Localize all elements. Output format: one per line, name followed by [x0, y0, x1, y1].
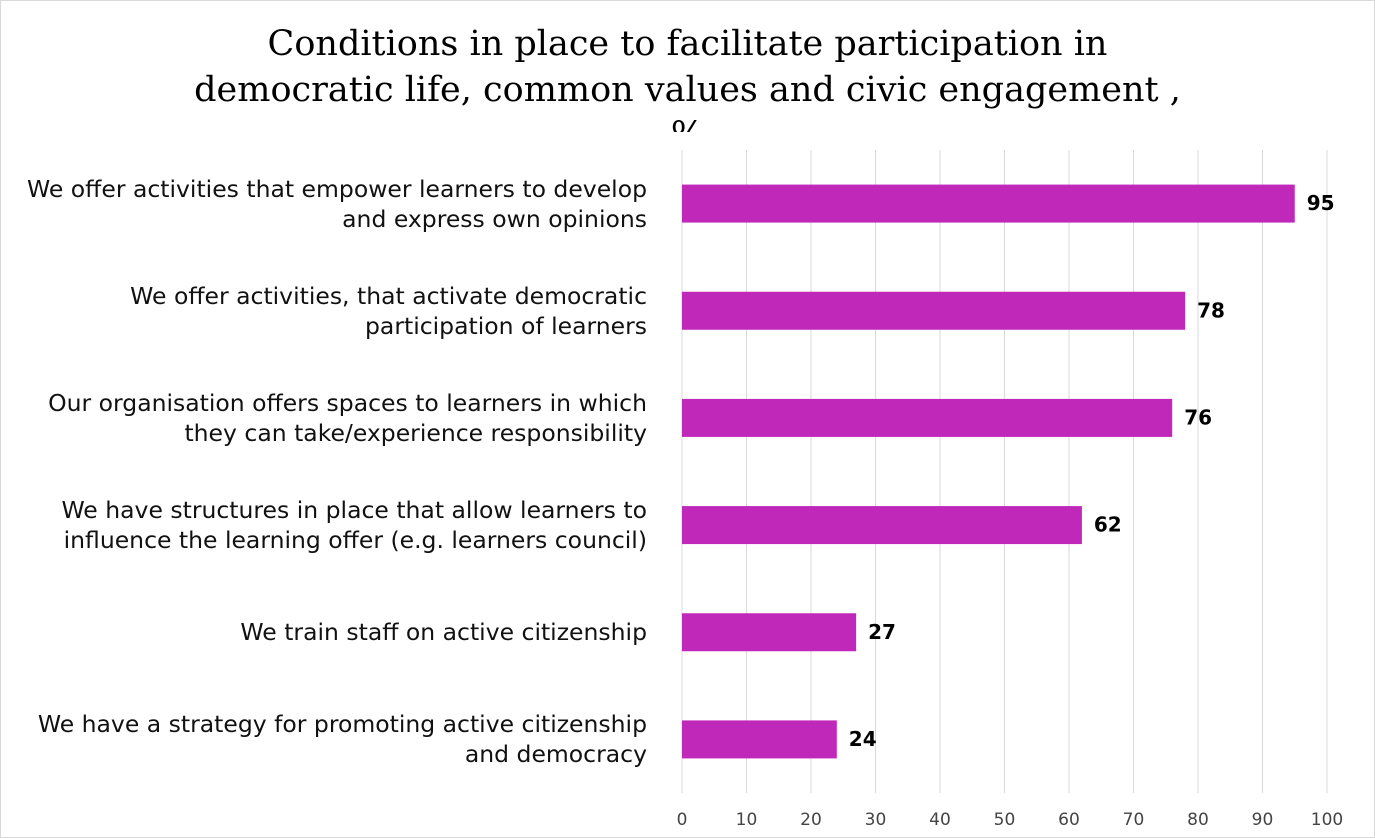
- value-label: 76: [1184, 405, 1212, 429]
- bar: [682, 506, 1082, 545]
- bar: [682, 291, 1186, 330]
- value-label: 24: [849, 727, 877, 751]
- x-tick-label: 20: [800, 810, 822, 830]
- chart-title: Conditions in place to facilitate partic…: [194, 24, 1181, 132]
- category-label: We offer activities that empower learner…: [27, 174, 647, 233]
- x-tick-label: 70: [1123, 810, 1145, 830]
- title-box: Conditions in place to facilitate partic…: [194, 24, 1181, 132]
- value-label: 62: [1094, 513, 1122, 537]
- x-tick-label: 50: [994, 810, 1016, 830]
- bar: [682, 184, 1295, 223]
- x-tick-label: 90: [1252, 810, 1274, 830]
- category-box: We offer activities, that activate democ…: [130, 281, 647, 340]
- category-label: Our organisation offers spaces to learne…: [48, 388, 647, 447]
- bar: [682, 398, 1173, 437]
- value-label: 95: [1307, 191, 1335, 215]
- bar: [682, 720, 837, 759]
- x-tick-label: 60: [1058, 810, 1080, 830]
- x-tick-label: 10: [736, 810, 758, 830]
- x-tick-label: 100: [1311, 810, 1343, 830]
- category-box: Our organisation offers spaces to learne…: [48, 388, 647, 447]
- x-tick-label: 30: [865, 810, 887, 830]
- category-box: We have structures in place that allow l…: [61, 496, 647, 555]
- category-label: We have structures in place that allow l…: [61, 496, 647, 555]
- category-box: We train staff on active citizenship: [240, 618, 647, 647]
- category-box: We offer activities that empower learner…: [27, 174, 647, 233]
- x-tick-label: 40: [929, 810, 951, 830]
- x-tick-label: 0: [677, 810, 688, 830]
- bar: [682, 613, 857, 652]
- value-label: 27: [868, 620, 896, 644]
- value-label: 78: [1197, 298, 1225, 322]
- x-tick-label: 80: [1187, 810, 1209, 830]
- category-box: We have a strategy for promoting active …: [37, 710, 647, 769]
- category-label: We train staff on active citizenship: [240, 618, 647, 647]
- category-label: We have a strategy for promoting active …: [37, 710, 647, 769]
- category-label: We offer activities, that activate democ…: [130, 281, 647, 340]
